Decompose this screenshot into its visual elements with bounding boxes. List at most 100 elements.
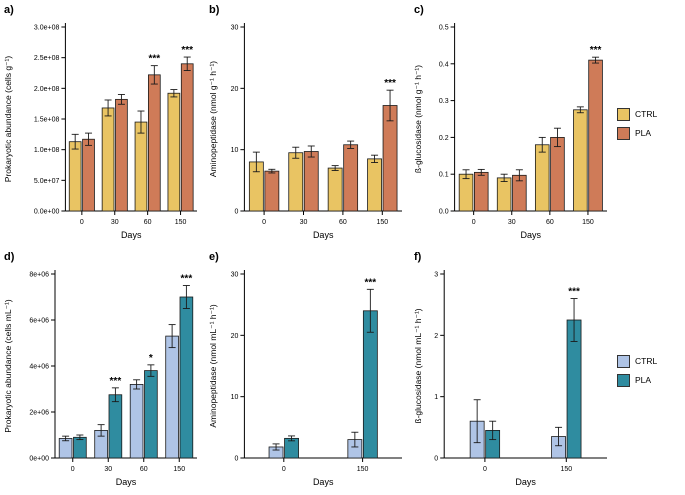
significance-label: * bbox=[149, 353, 153, 364]
x-tick-label: 0 bbox=[262, 219, 266, 226]
panel-label: d) bbox=[4, 251, 15, 263]
x-tick-label: 60 bbox=[339, 219, 347, 226]
y-tick-label: 0 bbox=[234, 209, 238, 216]
legend-item-ctrl: CTRL bbox=[617, 354, 658, 368]
significance-label: *** bbox=[384, 78, 396, 89]
chart-a: a) Prokaryotic abundance (cells g⁻¹) 0.0e+… bbox=[3, 4, 197, 240]
legend-label: CTRL bbox=[635, 109, 658, 119]
significance-label: *** bbox=[148, 54, 160, 65]
bar-ctrl-day150 bbox=[573, 109, 588, 212]
legend-item-pla: PLA bbox=[617, 373, 652, 387]
y-tick-label: 0e+00 bbox=[29, 456, 49, 463]
x-axis-title: Days bbox=[116, 477, 137, 487]
bar-ctrl-day150 bbox=[167, 92, 181, 212]
x-tick-label: 150 bbox=[173, 466, 185, 473]
legend-bottom: CTRL PLA bbox=[615, 247, 685, 494]
bar-ctrl-day30 bbox=[496, 177, 512, 212]
legend-swatch-pla bbox=[617, 373, 630, 387]
x-tick-label: 60 bbox=[144, 219, 152, 226]
x-tick-label: 150 bbox=[357, 466, 369, 473]
bar-ctrl-day150 bbox=[165, 335, 179, 459]
legend-label: PLA bbox=[635, 375, 652, 385]
y-tick-label: 1.0e+08 bbox=[34, 147, 60, 154]
bar-pla-day60 bbox=[144, 370, 158, 459]
bar-pla-day150 bbox=[179, 296, 194, 459]
panel-e: e) Aminopeptidase (nmol mL⁻¹ h⁻¹) 0 10 20 30 0… bbox=[205, 247, 410, 494]
legend-top: CTRL PLA bbox=[615, 0, 685, 247]
y-tick-label: 2.0e+08 bbox=[34, 86, 60, 93]
y-tick-label: 3.0e+08 bbox=[34, 25, 60, 32]
y-tick-label: 20 bbox=[231, 333, 239, 340]
panel-a: a) Prokaryotic abundance (cells g⁻¹) 0.0e+… bbox=[0, 0, 205, 247]
significance-label: *** bbox=[365, 277, 377, 288]
y-axis-title: Prokaryotic abundance (cells g⁻¹) bbox=[3, 56, 13, 183]
significance-label: *** bbox=[181, 45, 193, 56]
chart-e: e) Aminopeptidase (nmol mL⁻¹ h⁻¹) 0 10 20 30 0… bbox=[208, 251, 402, 487]
y-tick-label: 10 bbox=[231, 394, 239, 401]
y-tick-label: 6e+06 bbox=[29, 318, 49, 325]
legend-item-ctrl: CTRL bbox=[617, 107, 658, 121]
y-tick-label: 0.0e+00 bbox=[34, 209, 60, 216]
bar-pla-day30 bbox=[115, 98, 128, 212]
bar-pla-day0 bbox=[264, 170, 280, 212]
bar-ctrl-day150 bbox=[367, 158, 382, 212]
y-tick-label: 5.0e+07 bbox=[34, 178, 60, 185]
panel-f: f) ß-glucosidase (nmol mL⁻¹ h⁻¹) 0 1 2 3 0 150 *… bbox=[410, 247, 615, 494]
x-tick-label: 0 bbox=[282, 466, 286, 473]
y-axis-title: Aminopeptidase (nmol g⁻¹ h⁻¹) bbox=[208, 61, 218, 177]
bar-pla-day150 bbox=[588, 59, 603, 212]
bar-pla-day30 bbox=[303, 151, 319, 212]
bar-ctrl-day0 bbox=[58, 438, 73, 459]
panel-label: f) bbox=[414, 251, 422, 263]
bar-pla-day150 bbox=[362, 310, 378, 459]
legend-label: PLA bbox=[635, 128, 652, 138]
bar-ctrl-day0 bbox=[458, 173, 474, 212]
bar-ctrl-day30 bbox=[288, 152, 304, 212]
bar-ctrl-day60 bbox=[327, 167, 343, 212]
y-tick-label: 2e+06 bbox=[29, 410, 49, 417]
y-tick-label: 0.2 bbox=[439, 135, 449, 142]
x-tick-label: 30 bbox=[111, 219, 119, 226]
chart-d: d) Prokaryotic abundance (cells mL⁻¹) 0e+0… bbox=[3, 251, 197, 487]
legend-swatch-pla bbox=[617, 126, 630, 140]
x-axis-title: Days bbox=[313, 230, 334, 240]
x-tick-label: 30 bbox=[508, 219, 516, 226]
bar-pla-day60 bbox=[550, 136, 565, 212]
chart-f: f) ß-glucosidase (nmol mL⁻¹ h⁻¹) 0 1 2 3 0 150 *… bbox=[413, 251, 607, 487]
significance-label: *** bbox=[568, 287, 580, 298]
legend-item-pla: PLA bbox=[617, 126, 652, 140]
x-tick-label: 150 bbox=[582, 219, 594, 226]
y-tick-label: 30 bbox=[231, 25, 239, 32]
bar-pla-day60 bbox=[147, 74, 161, 212]
bar-ctrl-day0 bbox=[68, 141, 82, 212]
y-tick-label: 30 bbox=[231, 272, 239, 279]
row-top: a) Prokaryotic abundance (cells g⁻¹) 0.0e+… bbox=[0, 0, 685, 247]
bar-ctrl-day60 bbox=[129, 383, 144, 459]
x-axis-title: Days bbox=[515, 477, 536, 487]
x-tick-label: 0 bbox=[483, 466, 487, 473]
y-axis-title: ß-glucosidase (nmol mL⁻¹ h⁻¹) bbox=[413, 308, 423, 423]
x-axis-title: Days bbox=[121, 230, 142, 240]
y-tick-label: 1 bbox=[434, 394, 438, 401]
significance-label: *** bbox=[110, 376, 122, 387]
x-tick-label: 150 bbox=[560, 466, 572, 473]
bar-pla-day150 bbox=[180, 63, 194, 212]
bar-pla-day60 bbox=[343, 144, 359, 212]
legend-label: CTRL bbox=[635, 356, 658, 366]
bar-pla-day0 bbox=[82, 138, 95, 212]
y-tick-label: 8e+06 bbox=[29, 272, 49, 279]
y-tick-label: 0.3 bbox=[439, 98, 449, 105]
y-tick-label: 20 bbox=[231, 86, 239, 93]
significance-label: *** bbox=[590, 45, 602, 56]
panel-label: e) bbox=[209, 251, 219, 263]
row-bottom: d) Prokaryotic abundance (cells mL⁻¹) 0e+0… bbox=[0, 247, 685, 494]
chart-b: b) Aminopeptidase (nmol g⁻¹ h⁻¹) 0 10 20 30 0 3… bbox=[208, 4, 402, 240]
panel-d: d) Prokaryotic abundance (cells mL⁻¹) 0e+0… bbox=[0, 247, 205, 494]
x-tick-label: 0 bbox=[80, 219, 84, 226]
y-axis-title: Prokaryotic abundance (cells mL⁻¹) bbox=[3, 299, 13, 433]
y-tick-label: 0.0 bbox=[439, 209, 449, 216]
panel-b: b) Aminopeptidase (nmol g⁻¹ h⁻¹) 0 10 20 30 0 3… bbox=[205, 0, 410, 247]
y-tick-label: 0 bbox=[434, 456, 438, 463]
y-tick-label: 1.5e+08 bbox=[34, 117, 60, 124]
